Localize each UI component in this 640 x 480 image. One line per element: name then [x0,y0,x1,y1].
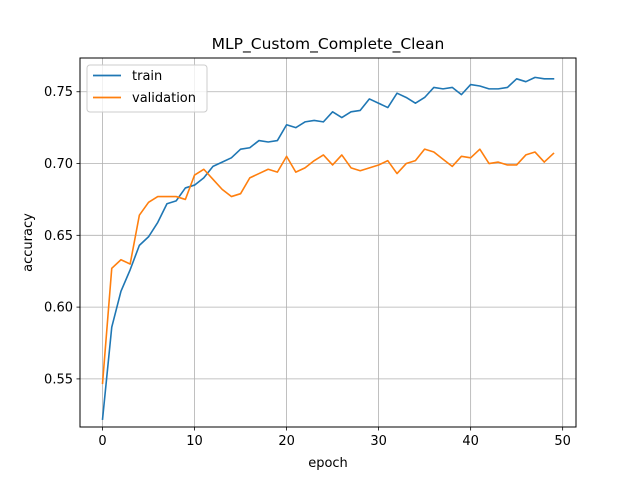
x-tick-label: 0 [98,434,106,449]
x-tick-label: 40 [462,434,479,449]
y-tick-label: 0.70 [44,157,73,172]
series-line-validation [101,148,555,385]
legend-box [86,64,208,113]
y-axis-title: accuracy [21,213,36,272]
series-line-train [101,76,555,420]
x-tick-label: 10 [186,434,203,449]
legend-label-train: train [132,69,162,84]
legend-label-validation: validation [132,91,196,106]
x-tick-label: 50 [554,434,571,449]
y-tick-label: 0.60 [44,301,73,316]
y-tick-label: 0.65 [44,229,73,244]
plot-frame [79,57,577,428]
x-axis-title: epoch [308,456,348,471]
x-tick-label: 30 [370,434,387,449]
y-tick-label: 0.55 [44,372,73,387]
axis-ticks: 0 10 20 30 40 50 0.55 0.60 0.65 0.70 0.75 [44,85,571,449]
x-tick-label: 20 [278,434,295,449]
y-tick-label: 0.75 [44,85,73,100]
series-lines [101,76,555,420]
legend: train validation [86,64,208,113]
chart-title: MLP_Custom_Complete_Clean [212,35,445,54]
